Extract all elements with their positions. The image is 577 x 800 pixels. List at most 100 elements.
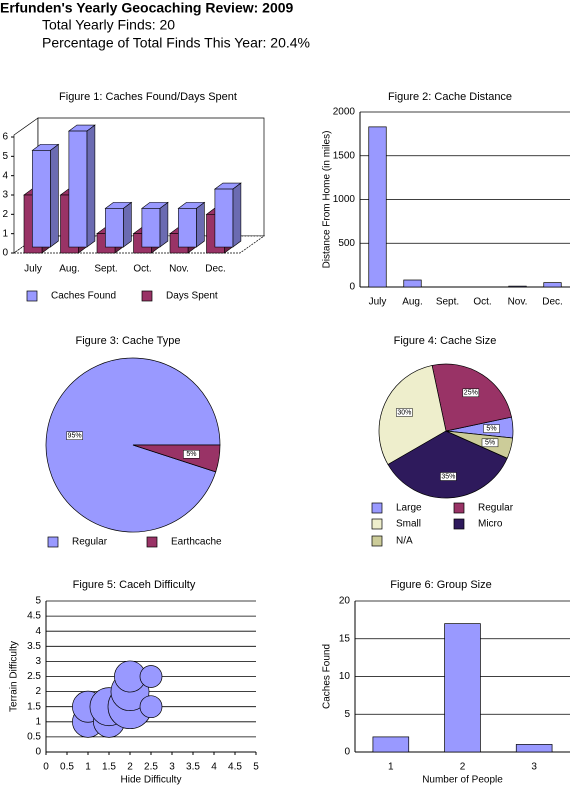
- bar: [177, 201, 206, 248]
- y-tick-label: 5: [35, 596, 41, 607]
- y-tick-label: 0: [349, 282, 355, 293]
- bar-front: [105, 208, 124, 248]
- legend-swatch: [453, 502, 465, 514]
- bar: [140, 201, 169, 248]
- x-tick-label: 2.5: [144, 762, 158, 773]
- bar-side: [50, 143, 59, 248]
- y-tick-label: 2.5: [27, 671, 41, 682]
- bar-front: [141, 208, 161, 248]
- legend-label: N/A: [396, 536, 413, 547]
- label-box: [481, 438, 499, 448]
- y-tick-label: 4.5: [27, 611, 41, 622]
- x-tick-label: 2: [460, 762, 466, 773]
- bar-side: [123, 201, 132, 248]
- summary-line: Percentage of Total Finds This Year: 20.…: [42, 35, 310, 51]
- bar: [372, 736, 410, 753]
- x-tick-label: 2: [127, 762, 133, 773]
- data-label: 5%: [486, 425, 496, 432]
- x-tick-label: 1: [85, 762, 91, 773]
- bubble: [139, 665, 163, 688]
- bar: [104, 201, 133, 248]
- x-tick-label: 4.5: [228, 762, 242, 773]
- data-label: 30%: [397, 409, 411, 416]
- bar-side: [86, 124, 96, 248]
- legend-label: Earthcache: [171, 537, 222, 548]
- bar: [403, 279, 422, 288]
- bar-side: [232, 182, 242, 248]
- x-tick-label: 1.5: [102, 762, 116, 773]
- data-label: 95%: [68, 433, 82, 440]
- label-box: [483, 424, 500, 433]
- bar-front: [214, 188, 234, 248]
- data-label: 35%: [441, 473, 455, 480]
- bubble: [139, 695, 163, 719]
- data-label: 25%: [464, 390, 478, 397]
- label-box: [396, 408, 413, 417]
- y-tick-label: 1000: [333, 194, 356, 205]
- x-tick-label: 3: [169, 762, 175, 773]
- y-tick-label: 0: [2, 248, 8, 259]
- data-label: 5%: [485, 440, 495, 447]
- legend-swatch: [453, 518, 465, 530]
- chart-title: Figure 3: Cache Type: [76, 335, 181, 347]
- x-tick-label: 0: [43, 762, 49, 773]
- legend-swatch: [26, 290, 38, 302]
- bar-front: [32, 150, 51, 248]
- chart-title: Figure 5: Caceh Difficulty: [73, 579, 196, 591]
- pie-slice: [445, 430, 514, 459]
- x-tick-label: Dec.: [205, 264, 226, 275]
- y-tick-label: 2000: [333, 107, 356, 118]
- y-tick-label: 1: [35, 716, 41, 727]
- label-box: [66, 431, 83, 440]
- y-tick-label: 5: [2, 151, 8, 162]
- y-tick-label: 5: [344, 709, 350, 720]
- y-tick-label: 0: [35, 747, 41, 758]
- bar: [213, 182, 242, 248]
- bar: [31, 143, 60, 248]
- chart-title: Figure 4: Cache Size: [394, 335, 497, 347]
- bar-front: [68, 130, 88, 248]
- y-tick-label: 3: [35, 656, 41, 667]
- y-axis-label: Distance From Home (in miles): [322, 131, 333, 269]
- x-tick-label: Sept.: [94, 264, 117, 275]
- y-tick-label: 10: [339, 671, 351, 682]
- x-tick-label: Sept.: [436, 297, 459, 308]
- legend-label: Caches Found: [51, 291, 116, 302]
- x-tick-label: Oct.: [133, 264, 151, 275]
- legend-label: Small: [396, 519, 421, 530]
- legend-label: Days Spent: [166, 291, 218, 302]
- bar: [508, 285, 527, 288]
- bar: [68, 124, 96, 248]
- x-tick-label: 3: [531, 762, 537, 773]
- legend-label: Micro: [478, 519, 503, 530]
- y-tick-label: 15: [339, 633, 351, 644]
- y-axis-label: Caches Found: [322, 644, 333, 709]
- legend-swatch: [47, 536, 59, 548]
- y-tick-label: 4: [35, 626, 41, 637]
- bar-side: [196, 201, 205, 248]
- bar: [368, 126, 387, 288]
- chart-title: Figure 1: Caches Found/Days Spent: [59, 91, 237, 103]
- bar: [543, 282, 562, 288]
- x-tick-label: Nov.: [169, 264, 189, 275]
- legend-swatch: [371, 535, 383, 547]
- pie-slice: [387, 430, 508, 499]
- y-tick-label: 1.5: [27, 701, 41, 712]
- label-box: [462, 388, 480, 398]
- y-tick-label: 1500: [333, 150, 356, 161]
- chart-title: Figure 2: Cache Distance: [388, 91, 512, 103]
- x-tick-label: Oct.: [473, 297, 491, 308]
- x-tick-label: July: [369, 297, 387, 308]
- x-tick-label: 0.5: [60, 762, 74, 773]
- y-axis-label: Terrain Difficulty: [9, 641, 20, 712]
- y-tick-label: 500: [338, 238, 355, 249]
- bar-side: [159, 201, 169, 248]
- y-tick-label: 2: [2, 209, 8, 220]
- x-tick-label: Nov.: [508, 297, 528, 308]
- y-tick-label: 3: [2, 190, 8, 201]
- page-title: Erfunden's Yearly Geocaching Review: 200…: [0, 0, 294, 16]
- y-tick-label: 0.5: [27, 732, 41, 743]
- x-tick-label: Dec.: [542, 297, 563, 308]
